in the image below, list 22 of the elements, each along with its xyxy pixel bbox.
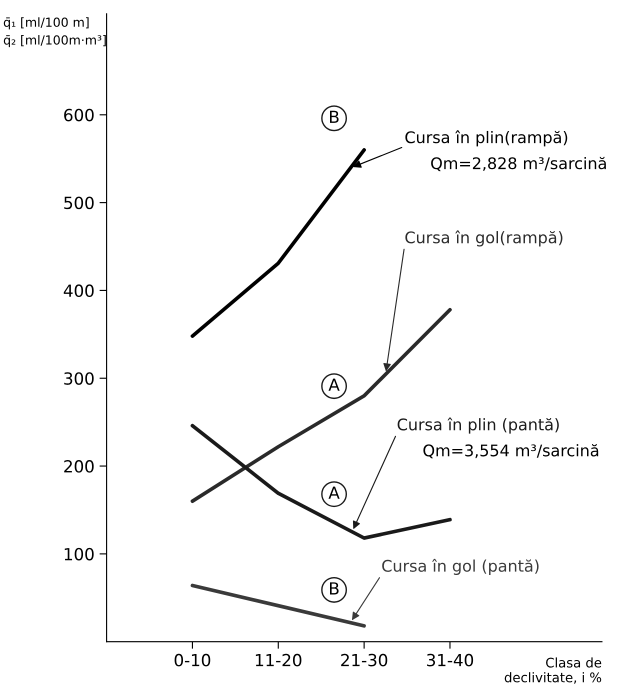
text: Cursa în plin (pantă) — [398, 417, 559, 434]
annotation: B — [330, 110, 339, 123]
y-tick-label: 200 — [64, 460, 94, 473]
x-axis-title: Clasa de declivitate, i % — [504, 657, 602, 684]
y-tick-label: 100 — [64, 548, 94, 560]
text: Cursa în plin(rampă) — [405, 130, 568, 146]
annotation: A — [328, 378, 340, 391]
y-axis-title: q̄₁ [ml/100 m] q̄₂ [ml/100m·m³] — [4, 17, 106, 48]
annotation: B — [330, 582, 339, 594]
x-tick-label: 31-40 — [427, 654, 474, 666]
x-tick-label: 11-20 — [256, 654, 302, 666]
annotation: A — [328, 486, 340, 499]
y-tick-label: 600 — [64, 108, 94, 122]
x-tick-label: 21-30 — [341, 654, 388, 666]
annotation: Qm=2,828 m³/sarcină — [431, 156, 606, 172]
y-tick-label: 400 — [64, 284, 94, 297]
text: Cursa în gol(rampă) — [405, 230, 562, 247]
annotation: Qm=3,554 m³/sarcină — [423, 444, 598, 458]
y-tick-label: 300 — [64, 372, 94, 385]
y-tick-label: 500 — [64, 196, 94, 210]
text: Cursa în gol (pantă) — [382, 558, 539, 575]
x-tick-label: 0-10 — [174, 654, 210, 666]
